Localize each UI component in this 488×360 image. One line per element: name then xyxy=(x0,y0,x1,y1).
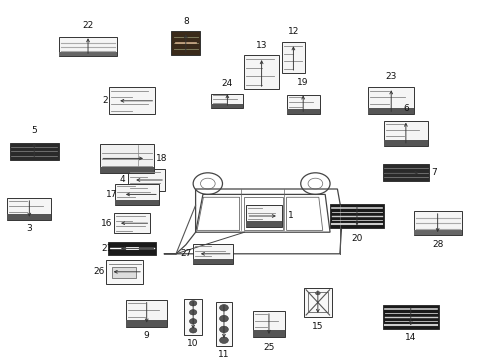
Bar xyxy=(367,108,414,114)
Text: 2: 2 xyxy=(102,96,108,105)
Text: 14: 14 xyxy=(404,333,416,342)
Circle shape xyxy=(219,326,228,333)
Text: 8: 8 xyxy=(183,17,188,26)
Bar xyxy=(216,302,231,346)
Bar xyxy=(367,87,414,114)
Circle shape xyxy=(189,319,196,324)
Bar xyxy=(286,109,319,114)
Bar xyxy=(100,144,154,173)
Text: 6: 6 xyxy=(402,104,408,113)
Bar xyxy=(192,244,232,264)
Bar xyxy=(106,260,142,284)
Text: 26: 26 xyxy=(93,267,105,276)
Bar xyxy=(382,164,428,181)
Text: 7: 7 xyxy=(430,168,436,177)
Text: 24: 24 xyxy=(221,79,233,88)
Bar xyxy=(253,330,284,337)
Bar xyxy=(192,259,232,264)
Bar xyxy=(211,94,243,108)
Circle shape xyxy=(315,292,320,295)
Text: 10: 10 xyxy=(187,339,199,348)
Text: 9: 9 xyxy=(143,331,149,340)
Bar xyxy=(307,292,327,312)
Bar xyxy=(382,305,438,328)
Text: 21: 21 xyxy=(101,244,112,253)
Text: 15: 15 xyxy=(311,323,323,331)
Text: 1: 1 xyxy=(287,211,293,220)
Bar xyxy=(115,200,159,205)
Bar xyxy=(281,42,305,73)
Bar xyxy=(7,214,51,220)
Text: 13: 13 xyxy=(255,40,267,49)
Bar xyxy=(113,213,150,233)
Text: 27: 27 xyxy=(180,249,191,258)
Circle shape xyxy=(219,315,228,322)
Circle shape xyxy=(219,305,228,311)
Bar xyxy=(10,143,59,160)
Text: 16: 16 xyxy=(101,219,112,228)
Bar xyxy=(246,205,281,227)
Circle shape xyxy=(189,310,196,315)
Bar xyxy=(128,169,165,191)
Bar xyxy=(59,37,117,56)
Bar xyxy=(107,242,156,255)
Bar xyxy=(383,140,427,146)
Bar xyxy=(7,198,51,220)
Text: 22: 22 xyxy=(82,21,94,30)
Bar xyxy=(329,204,383,228)
Bar xyxy=(383,121,427,146)
Bar xyxy=(100,167,154,173)
Text: 12: 12 xyxy=(287,27,299,36)
Bar xyxy=(413,211,461,235)
Circle shape xyxy=(219,337,228,343)
Circle shape xyxy=(189,328,196,333)
Bar xyxy=(303,288,331,317)
Bar xyxy=(253,311,284,337)
Text: 20: 20 xyxy=(350,234,362,243)
Bar xyxy=(413,230,461,235)
Bar xyxy=(244,55,278,89)
Text: 25: 25 xyxy=(263,343,274,352)
Text: 18: 18 xyxy=(155,154,167,163)
Bar xyxy=(171,31,200,55)
Bar xyxy=(59,52,117,56)
Bar xyxy=(126,320,167,327)
Bar xyxy=(126,300,167,327)
Text: 28: 28 xyxy=(431,240,443,249)
Text: 19: 19 xyxy=(297,78,308,87)
Text: 17: 17 xyxy=(105,190,117,199)
Bar xyxy=(109,87,155,114)
Bar xyxy=(211,104,243,108)
Text: 3: 3 xyxy=(26,224,32,233)
Circle shape xyxy=(189,301,196,306)
Bar xyxy=(246,221,281,227)
Bar xyxy=(183,299,202,335)
Bar xyxy=(112,267,136,278)
Text: 11: 11 xyxy=(218,350,229,359)
Text: 23: 23 xyxy=(385,72,396,81)
Text: 5: 5 xyxy=(31,126,37,135)
Bar xyxy=(286,94,319,114)
Bar xyxy=(115,184,159,205)
Text: 4: 4 xyxy=(119,175,125,184)
